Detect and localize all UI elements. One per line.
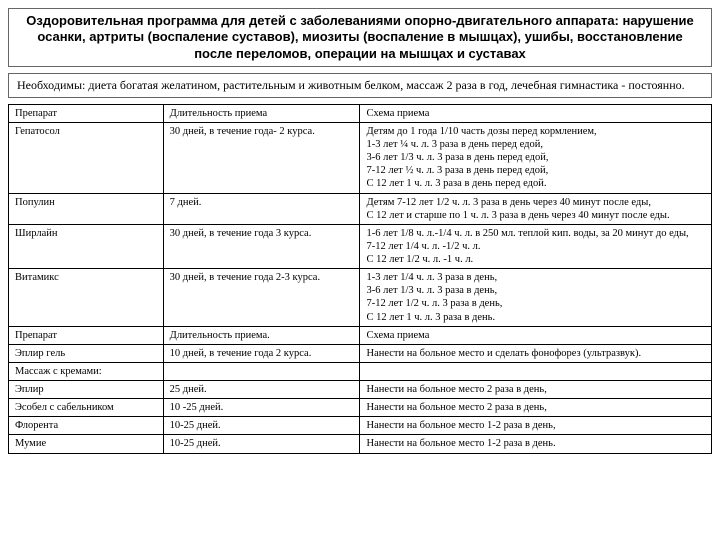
cell-scheme: Детям до 1 года 1/10 часть дозы перед ко… (360, 122, 712, 193)
table-row: ПрепаратДлительность приемаСхема приема (9, 104, 712, 122)
program-note: Необходимы: диета богатая желатином, рас… (8, 73, 712, 98)
cell-drug: Витамикс (9, 269, 164, 327)
cell-duration: 30 дней, в течение года 2-3 курса. (163, 269, 360, 327)
table-row: Популин7 дней.Детям 7-12 лет 1/2 ч. л. 3… (9, 193, 712, 224)
cell-scheme: Нанести на больное место 1-2 раза в день… (360, 417, 712, 435)
col-drug-header: Препарат (9, 104, 164, 122)
cell-empty (360, 362, 712, 380)
col-scheme-header: Схема приема (360, 104, 712, 122)
col-duration-header: Длительность приема (163, 104, 360, 122)
table-row: Ширлайн30 дней, в течение года 3 курса.1… (9, 224, 712, 268)
cell-scheme: Нанести на больное место 2 раза в день, (360, 399, 712, 417)
cell-scheme: Нанести на больное место и сделать фоноф… (360, 344, 712, 362)
cell-drug: Эплир (9, 381, 164, 399)
cell-drug: Мумие (9, 435, 164, 453)
col-scheme-header: Схема приема (360, 326, 712, 344)
cell-drug: Популин (9, 193, 164, 224)
table-row: Массаж с кремами: (9, 362, 712, 380)
cell-drug: Эсобел с сабельником (9, 399, 164, 417)
cell-duration: 10-25 дней. (163, 417, 360, 435)
cell-empty (163, 362, 360, 380)
table-row: Мумие10-25 дней.Нанести на больное место… (9, 435, 712, 453)
cell-drug: Ширлайн (9, 224, 164, 268)
cell-duration: 10 дней, в течение года 2 курса. (163, 344, 360, 362)
cell-scheme: 1-6 лет 1/8 ч. л.-1/4 ч. л. в 250 мл. те… (360, 224, 712, 268)
table-row: Эсобел с сабельником10 -25 дней.Нанести … (9, 399, 712, 417)
col-drug-header: Препарат (9, 326, 164, 344)
cell-drug: Флорента (9, 417, 164, 435)
cell-duration: 25 дней. (163, 381, 360, 399)
cell-drug: Гепатосол (9, 122, 164, 193)
cell-duration: 10-25 дней. (163, 435, 360, 453)
table-row: Гепатосол30 дней, в течение года- 2 курс… (9, 122, 712, 193)
table-row: ПрепаратДлительность приема.Схема приема (9, 326, 712, 344)
cell-scheme: Детям 7-12 лет 1/2 ч. л. 3 раза в день ч… (360, 193, 712, 224)
cell-scheme: 1-3 лет 1/4 ч. л. 3 раза в день, 3-6 лет… (360, 269, 712, 327)
cell-duration: 10 -25 дней. (163, 399, 360, 417)
cell-scheme: Нанести на больное место 1-2 раза в день… (360, 435, 712, 453)
cell-duration: 7 дней. (163, 193, 360, 224)
program-title: Оздоровительная программа для детей с за… (8, 8, 712, 67)
col-duration-header: Длительность приема. (163, 326, 360, 344)
massage-section-label: Массаж с кремами: (9, 362, 164, 380)
table-row: Флорента10-25 дней.Нанести на больное ме… (9, 417, 712, 435)
cell-scheme: Нанести на больное место 2 раза в день, (360, 381, 712, 399)
medication-table: ПрепаратДлительность приемаСхема приемаГ… (8, 104, 712, 454)
table-row: Витамикс30 дней, в течение года 2-3 курс… (9, 269, 712, 327)
table-row: Эплир гель10 дней, в течение года 2 курс… (9, 344, 712, 362)
cell-duration: 30 дней, в течение года- 2 курса. (163, 122, 360, 193)
cell-duration: 30 дней, в течение года 3 курса. (163, 224, 360, 268)
cell-drug: Эплир гель (9, 344, 164, 362)
table-row: Эплир25 дней.Нанести на больное место 2 … (9, 381, 712, 399)
